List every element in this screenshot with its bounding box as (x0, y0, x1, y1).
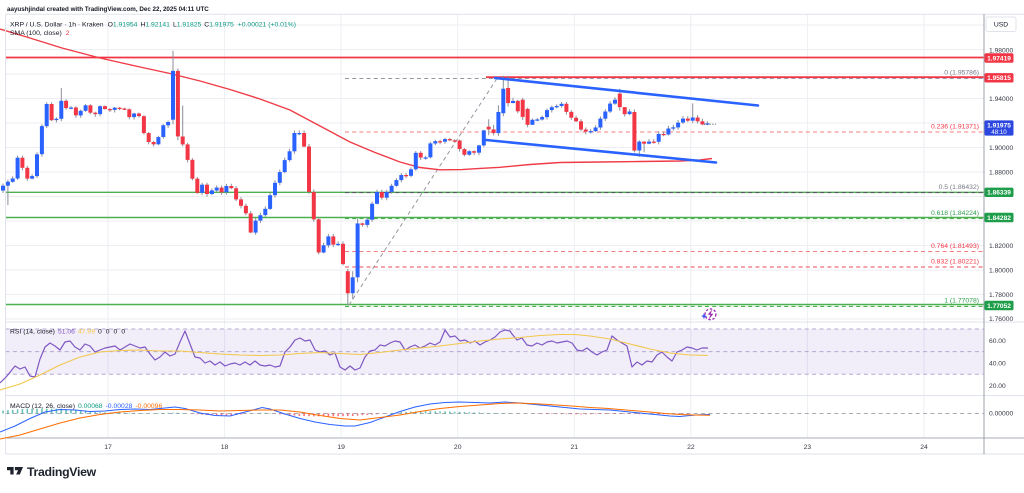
svg-text:21: 21 (570, 444, 578, 451)
svg-text:40.00: 40.00 (989, 360, 1006, 367)
svg-text:20: 20 (454, 444, 462, 451)
svg-text:1.88000: 1.88000 (989, 169, 1013, 176)
svg-text:0.764 (1.81493): 0.764 (1.81493) (931, 243, 979, 250)
svg-text:1.98000: 1.98000 (989, 47, 1013, 54)
svg-text:20.00: 20.00 (989, 383, 1006, 390)
svg-text:1.77052: 1.77052 (987, 303, 1011, 310)
svg-text:18: 18 (221, 444, 229, 451)
svg-text:1.78000: 1.78000 (989, 292, 1013, 299)
svg-text:1.80000: 1.80000 (989, 267, 1013, 274)
svg-text:1.91975: 1.91975 (987, 122, 1011, 129)
svg-text:1.76000: 1.76000 (989, 316, 1013, 323)
svg-text:1.84282: 1.84282 (987, 215, 1011, 222)
svg-text:0.618 (1.84224): 0.618 (1.84224) (931, 210, 979, 217)
svg-text:48:10: 48:10 (991, 129, 1007, 136)
svg-text:0.236 (1.91371): 0.236 (1.91371) (931, 124, 979, 131)
svg-text:0 (1.95786): 0 (1.95786) (944, 70, 979, 77)
svg-text:SMA (100, close)2: SMA (100, close) 2 (10, 30, 70, 37)
svg-text:1.97419: 1.97419 (987, 55, 1011, 62)
svg-text:1.94000: 1.94000 (989, 96, 1013, 103)
svg-text:1 (1.77078): 1 (1.77078) (944, 298, 979, 305)
svg-text:60.00: 60.00 (989, 338, 1006, 345)
svg-text:24: 24 (920, 444, 928, 451)
svg-text:0.832 (1.80221): 0.832 (1.80221) (931, 259, 979, 266)
svg-text:23: 23 (804, 444, 812, 451)
svg-text:22: 22 (687, 444, 695, 451)
svg-text:0.5 (1.86432): 0.5 (1.86432) (939, 184, 979, 191)
svg-text:1.95815: 1.95815 (987, 75, 1011, 82)
svg-text:1.82000: 1.82000 (989, 243, 1013, 250)
svg-text:aayushjindal created with Trad: aayushjindal created with TradingView.co… (7, 6, 209, 13)
svg-text:0.00000: 0.00000 (989, 410, 1013, 417)
svg-text:19: 19 (337, 444, 345, 451)
svg-text:1.86339: 1.86339 (987, 190, 1011, 197)
svg-text:1.90000: 1.90000 (989, 145, 1013, 152)
svg-text:17: 17 (104, 444, 112, 451)
svg-text:USD: USD (994, 22, 1008, 29)
svg-text:MACD (12, 26, close)0.00068-0.: MACD (12, 26, close) 0.00068 -0.00028 -0.00… (10, 403, 162, 410)
svg-text:XRP / U.S. Dollar · 1h · Krake: XRP / U.S. Dollar · 1h · Kraken O1.91954 H… (10, 22, 296, 29)
